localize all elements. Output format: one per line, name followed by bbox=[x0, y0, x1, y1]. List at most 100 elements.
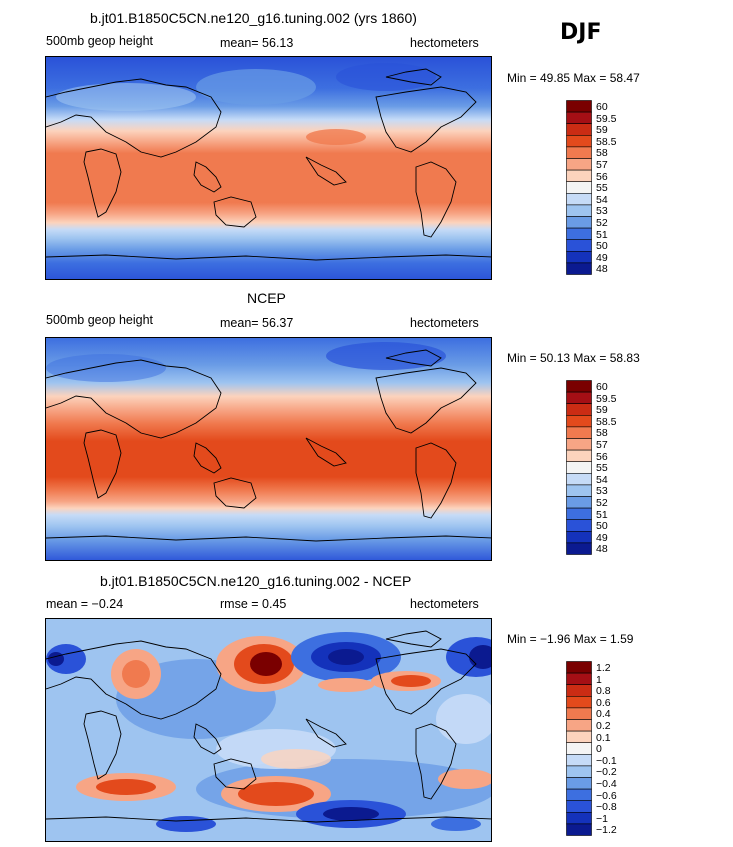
colorbar-box bbox=[566, 134, 592, 148]
colorbar-box bbox=[566, 438, 592, 451]
colorbar-box bbox=[566, 169, 592, 182]
colorbar-level-label: −1.2 bbox=[596, 824, 617, 837]
colorbar-box bbox=[566, 788, 592, 802]
panel1-left-label: 500mb geop height bbox=[46, 34, 154, 48]
colorbar-level-label: −0.6 bbox=[596, 789, 617, 802]
colorbar-box bbox=[566, 449, 592, 462]
colorbar-box bbox=[566, 227, 592, 241]
panel2-minmax: Min = 50.13 Max = 58.83 bbox=[507, 351, 640, 365]
colorbar-box bbox=[566, 823, 592, 836]
colorbar-level-label: 56 bbox=[596, 450, 608, 463]
colorbar-level-label: 55 bbox=[596, 182, 608, 195]
colorbar-level-label: 57 bbox=[596, 159, 608, 171]
colorbar-box bbox=[566, 123, 592, 136]
panel1-colorbar-boxes bbox=[566, 100, 592, 275]
colorbar-level-label: −1 bbox=[596, 812, 608, 825]
panel2-left-label: 500mb geop height bbox=[46, 313, 154, 327]
panel3-field bbox=[46, 619, 491, 841]
panel1-map bbox=[45, 56, 492, 280]
panel2-units-label: hectometers bbox=[410, 316, 479, 330]
colorbar-level-label: 54 bbox=[596, 193, 608, 206]
panel1-units-label: hectometers bbox=[410, 36, 479, 50]
season-label: DJF bbox=[560, 20, 602, 45]
colorbar-box bbox=[566, 251, 592, 264]
colorbar-box bbox=[566, 777, 592, 790]
colorbar-box bbox=[566, 262, 592, 275]
colorbar-box bbox=[566, 111, 592, 125]
colorbar-level-label: 48 bbox=[596, 263, 608, 276]
colorbar-level-label: 59.5 bbox=[596, 392, 617, 405]
colorbar-level-label: 58 bbox=[596, 427, 608, 440]
colorbar-box bbox=[566, 531, 592, 544]
colorbar-level-label: 0.2 bbox=[596, 720, 611, 732]
colorbar-box bbox=[566, 193, 592, 206]
colorbar-level-label: 53 bbox=[596, 485, 608, 498]
colorbar-box bbox=[566, 661, 592, 674]
colorbar-level-label: 51 bbox=[596, 228, 608, 241]
panel3-minmax: Min = −1.96 Max = 1.59 bbox=[507, 632, 634, 646]
colorbar-level-label: 54 bbox=[596, 473, 608, 486]
colorbar-box bbox=[566, 181, 592, 194]
colorbar-box bbox=[566, 542, 592, 555]
colorbar-box bbox=[566, 507, 592, 521]
colorbar-box bbox=[566, 484, 592, 497]
colorbar-box bbox=[566, 204, 592, 217]
panel1-field bbox=[46, 57, 491, 279]
panel3-title: b.jt01.B1850C5CN.ne120_g16.tuning.002 - … bbox=[100, 573, 412, 589]
panel3-units-label: hectometers bbox=[410, 597, 479, 611]
colorbar-box bbox=[566, 719, 592, 732]
colorbar-level-label: 0 bbox=[596, 743, 602, 756]
colorbar-level-label: 55 bbox=[596, 462, 608, 475]
colorbar-box bbox=[566, 146, 592, 159]
panel2-mean-label: mean= 56.37 bbox=[220, 316, 294, 330]
panel1-mean-label: mean= 56.13 bbox=[220, 36, 294, 50]
colorbar-level-label: 50 bbox=[596, 520, 608, 533]
panel2-map bbox=[45, 337, 492, 561]
colorbar-level-label: 51 bbox=[596, 508, 608, 521]
panel1-minmax: Min = 49.85 Max = 58.47 bbox=[507, 71, 640, 85]
colorbar-level-label: 52 bbox=[596, 497, 608, 509]
colorbar-level-label: 1 bbox=[596, 673, 602, 686]
colorbar-box bbox=[566, 684, 592, 697]
colorbar-level-label: 58.5 bbox=[596, 415, 617, 428]
colorbar-box bbox=[566, 391, 592, 405]
colorbar-box bbox=[566, 239, 592, 252]
colorbar-box bbox=[566, 403, 592, 416]
colorbar-level-label: 1.2 bbox=[596, 662, 611, 674]
colorbar-level-label: 48 bbox=[596, 543, 608, 556]
colorbar-box bbox=[566, 216, 592, 229]
colorbar-box bbox=[566, 414, 592, 428]
colorbar-box bbox=[566, 496, 592, 509]
colorbar-box bbox=[566, 158, 592, 171]
colorbar-box bbox=[566, 695, 592, 709]
panel3-rmse-label: rmse = 0.45 bbox=[220, 597, 287, 611]
panel3-mean-label: mean = −0.24 bbox=[46, 597, 124, 611]
colorbar-level-label: 49 bbox=[596, 531, 608, 544]
panel1-title: b.jt01.B1850C5CN.ne120_g16.tuning.002 (y… bbox=[90, 10, 417, 26]
colorbar-level-label: 59 bbox=[596, 404, 608, 417]
panel3-colorbar-boxes bbox=[566, 661, 592, 836]
colorbar-box bbox=[566, 519, 592, 532]
colorbar-box bbox=[566, 672, 592, 686]
panel3-map bbox=[45, 618, 492, 842]
colorbar-level-label: 59.5 bbox=[596, 112, 617, 125]
colorbar-box bbox=[566, 461, 592, 474]
colorbar-level-label: 53 bbox=[596, 205, 608, 218]
colorbar-box bbox=[566, 742, 592, 755]
panel2-field bbox=[46, 338, 491, 560]
colorbar-level-label: 60 bbox=[596, 101, 608, 113]
colorbar-box bbox=[566, 754, 592, 767]
colorbar-level-label: 52 bbox=[596, 217, 608, 229]
colorbar-box bbox=[566, 765, 592, 778]
colorbar-box bbox=[566, 426, 592, 439]
colorbar-level-label: 0.6 bbox=[596, 696, 611, 709]
colorbar-box bbox=[566, 380, 592, 393]
panel2-colorbar-boxes bbox=[566, 380, 592, 555]
colorbar-level-label: 58 bbox=[596, 147, 608, 160]
colorbar-level-label: 0.4 bbox=[596, 708, 611, 721]
colorbar-level-label: 50 bbox=[596, 240, 608, 253]
colorbar-level-label: 49 bbox=[596, 251, 608, 264]
panel2-colorbar: 60 59.5 59 58.5 58 57 56 55 54 53 52 51 50 49 48 bbox=[566, 380, 626, 555]
colorbar-level-label: 60 bbox=[596, 381, 608, 393]
colorbar-level-label: 56 bbox=[596, 170, 608, 183]
